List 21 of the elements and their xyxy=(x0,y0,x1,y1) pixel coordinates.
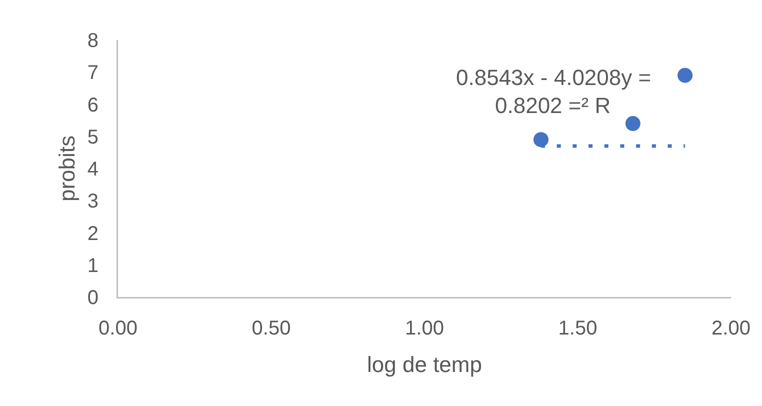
y-axis-title: probits xyxy=(54,135,80,202)
y-tick-label: 7 xyxy=(87,62,98,84)
y-tick-label: 3 xyxy=(87,190,98,213)
x-tick-label: 1.50 xyxy=(558,318,598,340)
x-tick-label: 0.00 xyxy=(98,318,138,340)
annotation: 0.8202 =² R xyxy=(495,93,611,118)
y-tick-label: 5 xyxy=(87,126,98,148)
point xyxy=(533,132,548,148)
x-axis-title: log de temp xyxy=(367,352,482,378)
y-tick-label: 0 xyxy=(87,287,98,309)
point xyxy=(625,116,640,132)
y-tick-label: 2 xyxy=(87,222,98,245)
y-tick-label: 4 xyxy=(87,158,98,180)
x-tick-label: 0.50 xyxy=(252,318,291,340)
y-tick-label: 6 xyxy=(87,94,98,116)
y-tick-label: 1 xyxy=(87,254,98,277)
point xyxy=(678,68,693,83)
x-tick-label: 2.00 xyxy=(712,318,750,340)
x-tick-label: 1.00 xyxy=(405,318,444,340)
annotation: 0.8543x - 4.0208y = xyxy=(456,65,652,90)
y-tick-label: 8 xyxy=(87,30,98,52)
